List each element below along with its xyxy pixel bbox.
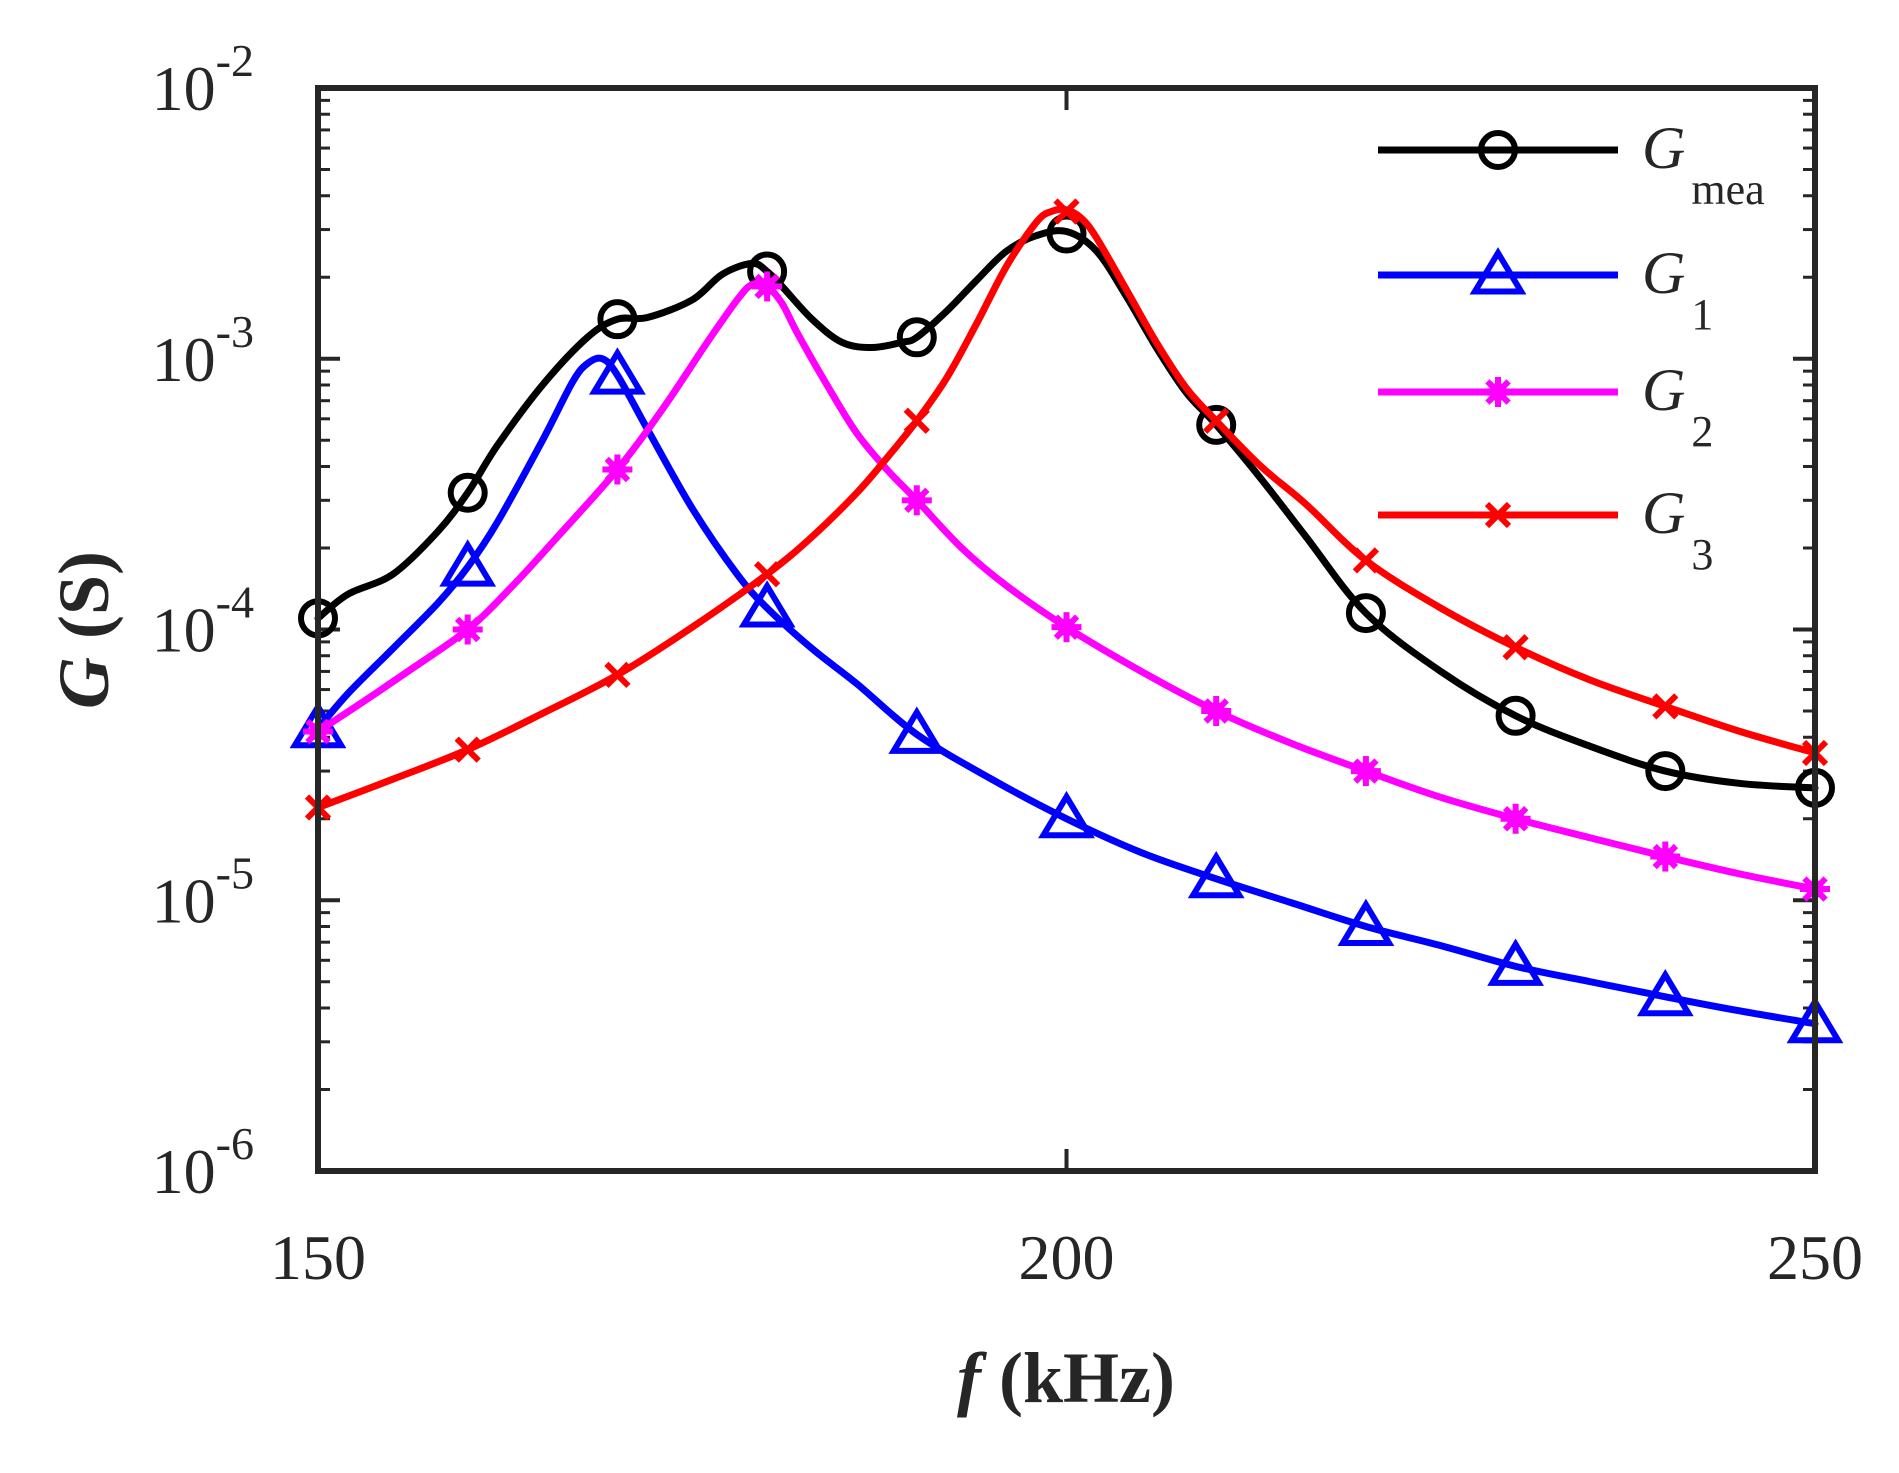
- data-point-circle: [597, 299, 638, 340]
- y-tick-label: 10-5: [152, 847, 254, 936]
- data-point-x: [753, 561, 781, 588]
- legend: Gmea G1 G2 G3: [1378, 115, 1765, 579]
- series-line: [314, 354, 1819, 1028]
- data-point-star: [901, 485, 932, 516]
- data-point-circle: [1495, 695, 1536, 736]
- tick-labels: 150 200 250 10-6 10-5 10-4 10-3 10-2: [152, 35, 1863, 1293]
- data-point-circle: [1645, 751, 1686, 792]
- data-point-triangle: [738, 580, 796, 628]
- x-tick-label: 150: [270, 1222, 366, 1293]
- data-point-x: [454, 736, 481, 763]
- data-point-circle: [447, 472, 488, 513]
- y-tick-label: 10-4: [152, 577, 254, 666]
- legend-item: G1: [1378, 240, 1713, 339]
- data-point-x: [1484, 501, 1512, 529]
- data-point-triangle: [589, 347, 646, 395]
- data-point-circle: [1046, 213, 1087, 254]
- data-point-circle: [1345, 593, 1386, 634]
- data-point-star: [752, 271, 783, 302]
- y-axis-symbol: G: [44, 657, 124, 709]
- data-point-x: [1203, 407, 1230, 434]
- x-tick-label: 250: [1767, 1222, 1863, 1293]
- data-point-triangle: [1469, 247, 1527, 295]
- data-point-star: [1483, 377, 1513, 407]
- data-point-x: [604, 661, 631, 688]
- data-point-circle: [1478, 130, 1518, 170]
- data-point-x: [1053, 198, 1080, 225]
- y-axis-title: G (S): [44, 551, 124, 709]
- data-point-triangle: [1487, 938, 1544, 986]
- data-point-x: [1352, 547, 1380, 574]
- data-point-star: [1201, 696, 1232, 727]
- data-point-star: [452, 614, 483, 645]
- data-point-star: [1051, 612, 1082, 643]
- data-point-triangle: [1187, 850, 1245, 899]
- data-point-star: [1650, 841, 1681, 872]
- y-tick-label: 10-6: [152, 1118, 254, 1207]
- data-point-circle: [896, 317, 937, 358]
- data-point-circle: [1196, 404, 1237, 445]
- data-point-star: [602, 454, 633, 485]
- legend-item: Gmea: [1378, 115, 1765, 214]
- y-tick-label: 10-3: [152, 306, 254, 395]
- data-point-triangle: [1337, 898, 1395, 946]
- data-point-triangle: [1636, 968, 1694, 1017]
- data-point-x: [1652, 693, 1679, 720]
- data-point-x: [1502, 634, 1529, 661]
- legend-label: G1: [1642, 240, 1713, 339]
- x-axis-title: f (kHz): [957, 1338, 1175, 1418]
- series-layer: [289, 198, 1844, 1044]
- y-axis-unit: (S): [44, 551, 124, 657]
- x-tick-label: 200: [1019, 1222, 1115, 1293]
- data-point-triangle: [888, 706, 946, 754]
- legend-item: G2: [1378, 357, 1713, 456]
- legend-item: G3: [1378, 480, 1713, 579]
- data-point-star: [1500, 803, 1531, 834]
- data-point-x: [903, 407, 930, 434]
- legend-label: G3: [1642, 480, 1713, 579]
- series-line: [314, 205, 1819, 812]
- y-tick-label: 10-2: [152, 35, 254, 124]
- series-g2: [303, 271, 1830, 905]
- legend-label: G2: [1642, 357, 1713, 456]
- plot-frame: [315, 85, 1818, 1174]
- legend-label: Gmea: [1642, 115, 1765, 214]
- series-line: [314, 279, 1819, 893]
- data-point-star: [1350, 756, 1381, 787]
- x-axis-unit: (kHz): [981, 1338, 1175, 1418]
- data-point-triangle: [439, 539, 497, 587]
- data-point-triangle: [1038, 790, 1095, 839]
